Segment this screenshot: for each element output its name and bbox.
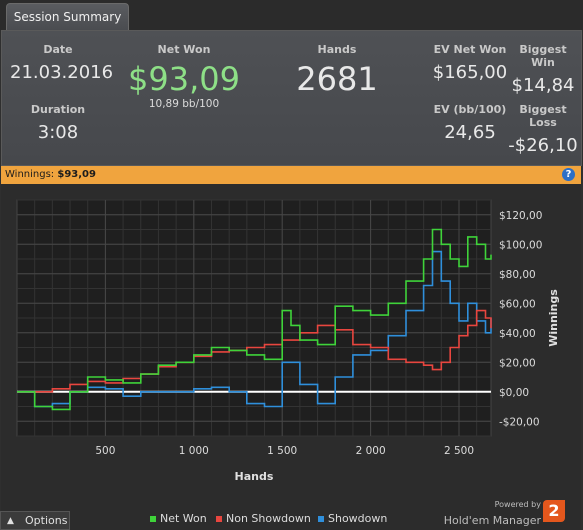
winnings-title: Winnings: $93,09 (5, 166, 96, 184)
y-tick-label: $0,00 (499, 387, 529, 399)
winnings-chart: 500 1 000 1 500 2 000 2 500 -$20,00 $0,00 $20,… (16, 199, 560, 483)
winnings-bar: Winnings: $93,09 ? (1, 166, 581, 184)
date-value: 21.03.2016 (10, 62, 114, 83)
legend-non-showdown: Non Showdown (216, 512, 311, 525)
y-tick-label: $20,00 (499, 357, 536, 369)
x-axis: 500 1 000 1 500 2 000 2 500 (95, 200, 474, 457)
help-icon[interactable]: ? (562, 168, 575, 181)
x-tick-label: 2 500 (444, 445, 474, 457)
ev-net-won-stat: EV Net Won $165,00 (432, 43, 508, 83)
brand-name: Hold'em Manager (443, 514, 541, 527)
x-tick-label: 2 000 (356, 445, 386, 457)
powered-by-label: Powered by (494, 500, 541, 509)
legend-label: Non Showdown (226, 512, 311, 525)
y-axis: -$20,00 $0,00 $20,00 $40,00 $60,00 $80,00 $100… (17, 210, 542, 428)
duration-value: 3:08 (37, 122, 79, 143)
duration-label: Duration (30, 103, 86, 116)
legend-label: Showdown (328, 512, 388, 525)
hm2-logo-icon: 2 (543, 500, 565, 522)
duration-stat: Duration 3:08 (10, 103, 106, 143)
biggest-win-value: $14,84 (511, 75, 575, 96)
tab-session-summary[interactable]: Session Summary (6, 3, 129, 30)
series-line-showdown (17, 250, 492, 408)
net-won-bb100: 10,89 bb/100 (148, 98, 220, 110)
winnings-value: $93,09 (57, 169, 96, 180)
y-axis-title: Winnings (547, 289, 560, 347)
tab-bar: Session Summary (0, 0, 583, 30)
biggest-loss-value: -$26,10 (508, 135, 578, 156)
legend-label: Net Won (160, 512, 207, 525)
net-won-stat: Net Won $93,09 10,89 bb/100 (114, 43, 254, 110)
biggest-win-stat: Biggest Win $14,84 (506, 43, 580, 96)
winnings-label: Winnings: (5, 169, 55, 180)
ev-net-won-value: $165,00 (432, 62, 508, 83)
ev-bb100-label: EV (bb/100) (433, 103, 507, 116)
x-axis-title: Hands (235, 470, 274, 483)
ev-net-won-label: EV Net Won (433, 43, 507, 56)
date-stat: Date 21.03.2016 (10, 43, 114, 83)
legend-swatch (216, 516, 222, 522)
y-tick-label: $60,00 (499, 298, 536, 310)
y-tick-label: $40,00 (499, 328, 536, 340)
options-label: Options (25, 514, 68, 527)
hands-value: 2681 (296, 60, 378, 98)
footer: ▲ Options Net Won Non Showdown Showdown … (0, 500, 583, 530)
x-tick-label: 1 000 (179, 445, 209, 457)
y-tick-label: -$20,00 (499, 416, 540, 428)
biggest-loss-stat: Biggest Loss -$26,10 (504, 103, 582, 156)
biggest-loss-label: Biggest Loss (519, 103, 567, 129)
y-tick-label: $80,00 (499, 269, 536, 281)
y-tick-label: $100,00 (499, 239, 542, 251)
legend-swatch (150, 516, 156, 522)
ev-bb100-value: 24,65 (444, 122, 496, 143)
hands-stat: Hands 2681 (272, 43, 402, 98)
net-won-label: Net Won (157, 43, 211, 56)
biggest-win-label: Biggest Win (519, 43, 567, 69)
ev-bb100-stat: EV (bb/100) 24,65 (432, 103, 508, 143)
series-group (17, 228, 492, 411)
series-line-net-won (17, 228, 492, 411)
options-button[interactable]: ▲ Options (0, 511, 70, 530)
x-tick-label: 1 500 (267, 445, 297, 457)
session-summary-panel: Date 21.03.2016 Duration 3:08 Net Won $9… (1, 30, 582, 166)
brand: Powered by Hold'em Manager (444, 500, 541, 528)
legend-showdown: Showdown (318, 512, 387, 525)
hands-label: Hands (317, 43, 357, 56)
date-label: Date (43, 43, 73, 56)
chart-pane: 500 1 000 1 500 2 000 2 500 -$20,00 $0,00 $20,… (1, 184, 581, 530)
legend-net-won: Net Won (150, 512, 207, 525)
legend-swatch (318, 516, 324, 522)
y-tick-label: $120,00 (499, 210, 542, 222)
x-tick-label: 500 (95, 445, 115, 457)
caret-up-icon: ▲ (7, 516, 14, 526)
net-won-value: $93,09 (128, 60, 240, 98)
